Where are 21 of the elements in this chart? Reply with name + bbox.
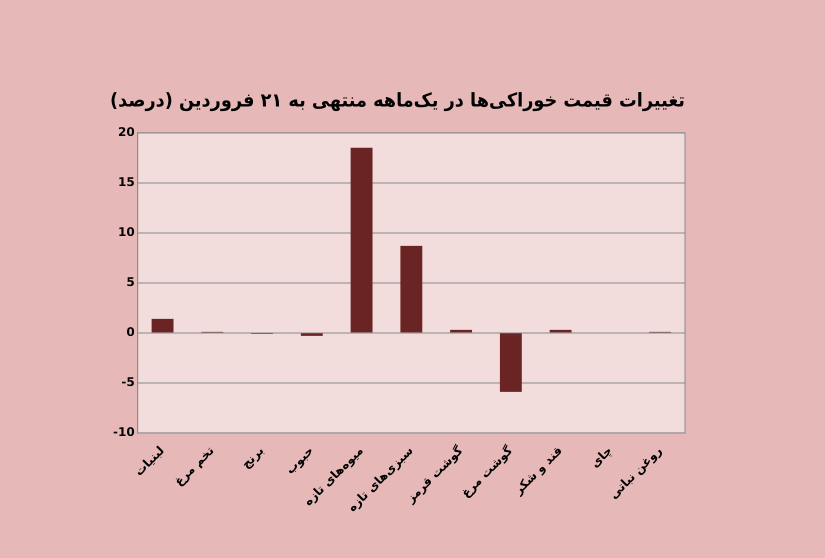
bar <box>350 148 373 332</box>
y-tick-label: 20 <box>118 124 135 139</box>
y-tick-label: -10 <box>112 425 135 440</box>
bar <box>500 333 522 392</box>
x-tick-label: چای <box>588 443 615 470</box>
y-tick-label: 15 <box>118 174 135 189</box>
x-tick-label: برنج <box>238 443 266 472</box>
x-tick-label: تخم مرغ <box>172 443 217 489</box>
y-tick-label: 10 <box>118 224 135 239</box>
x-tick-label: قند و شکر <box>510 443 565 498</box>
bar <box>550 330 572 332</box>
chart-title: تغییرات قیمت خوراکی‌ها در یک‌ماهه منتهی به ۲۱ فروردین (درصد) <box>110 90 685 112</box>
bar <box>400 246 422 332</box>
x-tick-label: لبنیات <box>132 443 167 479</box>
y-tick-label: 5 <box>126 274 135 289</box>
y-tick-label: -5 <box>121 375 135 389</box>
bar <box>152 318 174 332</box>
y-tick-label: 0 <box>126 324 135 339</box>
bar <box>450 330 472 332</box>
bar <box>300 333 323 336</box>
x-tick-label: حبوب <box>282 443 316 477</box>
